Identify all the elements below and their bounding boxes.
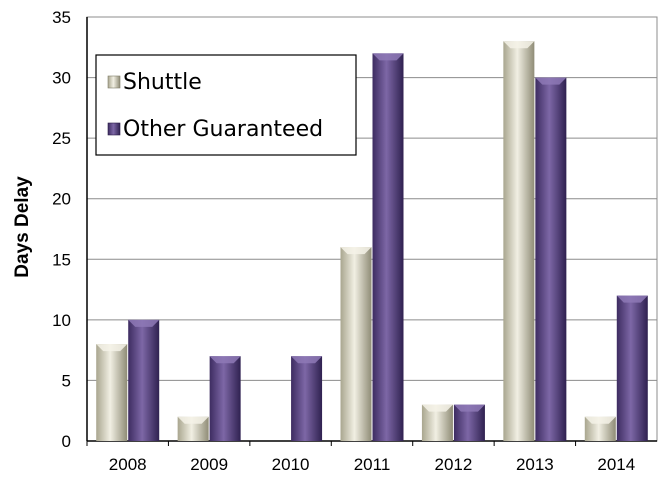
y-tick-label: 5 — [62, 371, 71, 390]
bar-bevel — [340, 247, 372, 255]
x-tick-label: 2014 — [597, 455, 635, 474]
bar-shuttle-2012 — [421, 404, 453, 441]
bar-other-guaranteed-2011 — [372, 53, 404, 441]
bar-shuttle-2009 — [177, 416, 209, 441]
bar-bevel — [535, 77, 567, 85]
bar-other-guaranteed-2008 — [128, 319, 160, 441]
y-tick-label: 20 — [52, 190, 71, 209]
y-tick-label: 10 — [52, 311, 71, 330]
y-tick-label: 0 — [62, 432, 71, 451]
bar-bevel — [616, 295, 648, 303]
bar-other-guaranteed-2010 — [291, 356, 323, 441]
legend-swatch-shuttle — [107, 75, 121, 89]
legend: Shuttle Other Guaranteed — [95, 54, 357, 156]
bar-shuttle-2014 — [584, 416, 616, 441]
x-tick-label: 2009 — [190, 455, 228, 474]
bar-body — [503, 41, 535, 441]
bar-bevel — [128, 319, 160, 327]
bar-body — [96, 344, 128, 441]
bar-bevel — [291, 356, 323, 364]
bar-bevel — [96, 344, 128, 352]
bar-bevel — [453, 404, 485, 412]
bar-body — [535, 77, 567, 442]
bar-other-guaranteed-2009 — [209, 356, 241, 441]
bar-body — [291, 356, 323, 441]
x-tick-label: 2011 — [354, 455, 391, 474]
bar-shuttle-2011 — [340, 247, 372, 441]
bar-bevel — [503, 41, 535, 49]
legend-box — [95, 54, 357, 156]
bar-body — [340, 247, 372, 441]
bar-bevel — [584, 416, 616, 424]
y-tick-label: 30 — [52, 69, 71, 88]
bar-bevel — [421, 404, 453, 412]
x-tick-label: 2010 — [272, 455, 310, 474]
bar-bevel — [372, 53, 404, 61]
y-axis-label: Days Delay — [12, 176, 33, 278]
x-tick-label: 2013 — [516, 455, 554, 474]
legend-swatch-other-guaranteed — [107, 122, 121, 136]
legend-label-shuttle: Shuttle — [123, 70, 202, 95]
x-tick-label: 2012 — [435, 455, 473, 474]
bar-shuttle-2008 — [96, 344, 128, 441]
bar-other-guaranteed-2013 — [535, 77, 567, 442]
bar-bevel — [209, 356, 241, 364]
y-tick-label: 25 — [52, 129, 71, 148]
bar-shuttle-2013 — [503, 41, 535, 441]
bar-body — [128, 319, 160, 441]
bar-body — [616, 295, 648, 441]
x-tick-label: 2008 — [109, 455, 147, 474]
bar-body — [372, 53, 404, 441]
bar-other-guaranteed-2012 — [453, 404, 485, 441]
bar-body — [209, 356, 241, 441]
legend-label-other-guaranteed: Other Guaranteed — [123, 117, 323, 142]
y-tick-label: 35 — [52, 8, 71, 27]
bar-bevel — [177, 416, 209, 424]
y-tick-label: 15 — [52, 250, 71, 269]
bar-other-guaranteed-2014 — [616, 295, 648, 441]
